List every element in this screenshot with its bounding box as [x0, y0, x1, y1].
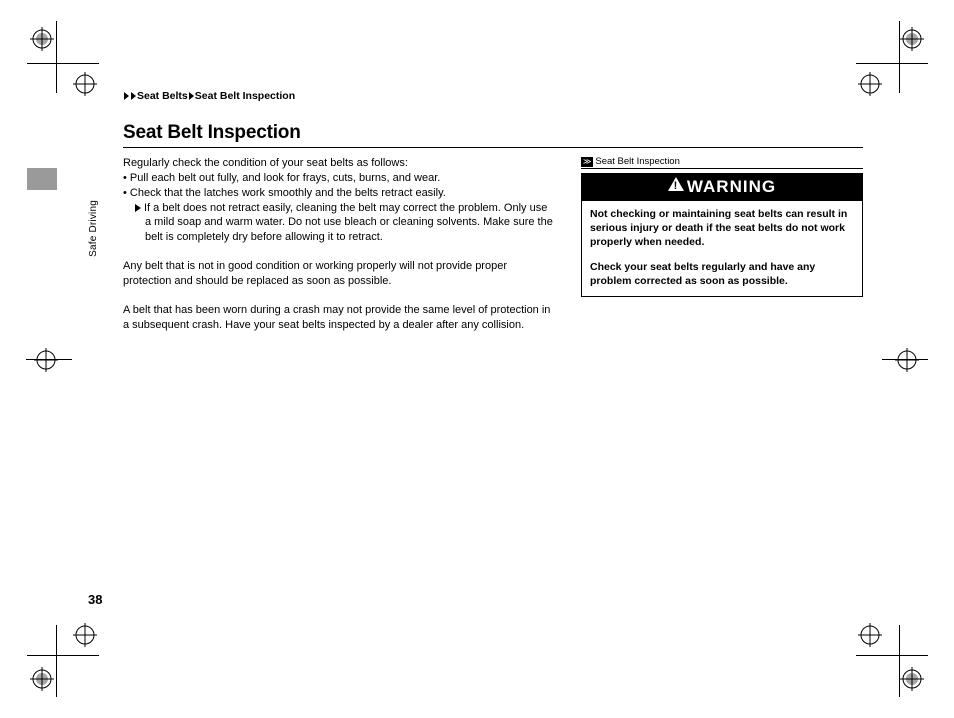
body-paragraph: A belt that has been worn during a crash…	[123, 303, 553, 333]
warning-paragraph: Not checking or maintaining seat belts c…	[590, 207, 854, 250]
reg-mark-icon	[73, 623, 97, 647]
warning-title: ! WARNING	[581, 173, 863, 201]
intro-text: Regularly check the condition of your se…	[123, 156, 553, 171]
breadcrumb: Seat Belts Seat Belt Inspection	[123, 90, 863, 102]
side-header: ≫Seat Belt Inspection	[581, 156, 863, 169]
side-column: ≫Seat Belt Inspection ! WARNING Not chec…	[581, 156, 863, 332]
breadcrumb-arrow-icon	[124, 92, 129, 100]
reg-mark-icon	[858, 623, 882, 647]
svg-text:!: !	[674, 180, 679, 191]
reg-mark-icon	[895, 348, 919, 372]
breadcrumb-part1: Seat Belts	[137, 90, 188, 102]
section-tab-bar	[27, 168, 57, 190]
warning-paragraph: Check your seat belts regularly and have…	[590, 260, 854, 288]
bullet-item: Check that the latches work smoothly and…	[123, 186, 553, 201]
reg-mark-icon	[30, 27, 54, 51]
breadcrumb-arrow-icon	[131, 92, 136, 100]
warning-triangle-icon: !	[668, 176, 684, 196]
breadcrumb-arrow-icon	[189, 92, 194, 100]
section-tab-label: Safe Driving	[88, 200, 99, 257]
reg-mark-icon	[900, 27, 924, 51]
warning-body: Not checking or maintaining seat belts c…	[581, 201, 863, 297]
main-column: Regularly check the condition of your se…	[123, 156, 553, 332]
bullet-item: Pull each belt out fully, and look for f…	[123, 171, 553, 186]
body-paragraph: Any belt that is not in good condition o…	[123, 259, 553, 289]
reg-mark-icon	[34, 348, 58, 372]
sub-arrow-icon	[135, 204, 141, 212]
reg-mark-icon	[30, 667, 54, 691]
warning-label: WARNING	[687, 177, 776, 196]
page-number: 38	[88, 592, 102, 607]
sub-bullet-text: If a belt does not retract easily, clean…	[144, 202, 553, 244]
sub-bullet-item: If a belt does not retract easily, clean…	[123, 201, 553, 246]
reg-mark-icon	[900, 667, 924, 691]
page-title: Seat Belt Inspection	[123, 122, 863, 148]
side-header-text: Seat Belt Inspection	[595, 156, 680, 167]
reg-mark-icon	[73, 72, 97, 96]
breadcrumb-part2: Seat Belt Inspection	[195, 90, 295, 102]
warning-box: ! WARNING Not checking or maintaining se…	[581, 173, 863, 297]
page-content: Seat Belts Seat Belt Inspection Seat Belt…	[123, 90, 863, 332]
side-header-icon: ≫	[581, 157, 593, 167]
